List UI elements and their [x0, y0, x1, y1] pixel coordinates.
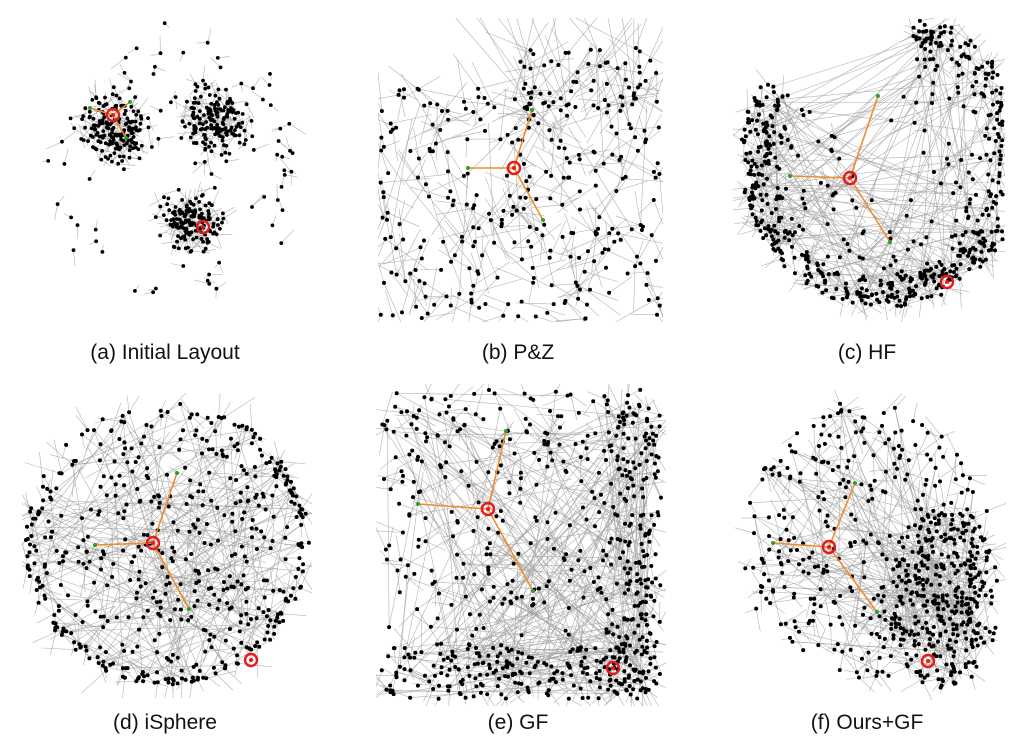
caption-c: (c) HF [837, 341, 897, 364]
secondary-focus-marker [243, 652, 259, 668]
focus-neighborhood [788, 94, 955, 290]
nodes [378, 46, 662, 321]
panel-d-isphere [22, 393, 312, 698]
graph-plot-a [41, 21, 306, 298]
focus-neighborhood [416, 429, 621, 676]
edges [22, 393, 312, 698]
focus-node-marker [145, 535, 161, 551]
panel-e-gf [376, 384, 666, 706]
secondary-focus-marker [605, 660, 621, 676]
edges [378, 18, 663, 322]
focus-node-marker [506, 160, 522, 176]
nodes [23, 402, 311, 687]
caption-f: (f) Ours+GF [810, 711, 924, 734]
caption-a: (a) Initial Layout [90, 341, 240, 364]
secondary-focus-marker [920, 653, 936, 669]
focus-node-marker [480, 501, 496, 517]
focus-neighborhood [466, 108, 545, 222]
focus-neighborhood [771, 481, 936, 669]
graph-plot-e [376, 384, 666, 706]
nodes [46, 21, 295, 295]
graph-plot-f [734, 390, 1006, 700]
focus-neighborhood [93, 471, 259, 668]
graph-plot-d [22, 393, 312, 698]
focus-node-marker [821, 539, 837, 555]
graph-plot-b [378, 18, 663, 322]
nodes [379, 387, 663, 701]
focus-neighborhood [88, 100, 211, 235]
edges [41, 22, 306, 298]
caption-d: (d) iSphere [113, 711, 217, 734]
secondary-focus-marker [939, 274, 955, 290]
nodes [740, 18, 1005, 309]
panel-c-hf [733, 18, 1005, 322]
focus-node-marker [842, 170, 858, 186]
panel-f-ours-gf [734, 390, 1006, 700]
edges [734, 390, 1006, 700]
secondary-focus-marker [195, 219, 211, 235]
edges [733, 18, 1005, 322]
nodes [743, 401, 999, 690]
caption-b: (b) P&Z [481, 341, 555, 364]
panel-b-pan-zoom [378, 18, 663, 322]
focus-node-marker [105, 107, 121, 123]
graph-plot-c [733, 18, 1005, 322]
caption-e: (e) GF [487, 711, 549, 734]
panel-a-initial-layout [38, 12, 308, 328]
